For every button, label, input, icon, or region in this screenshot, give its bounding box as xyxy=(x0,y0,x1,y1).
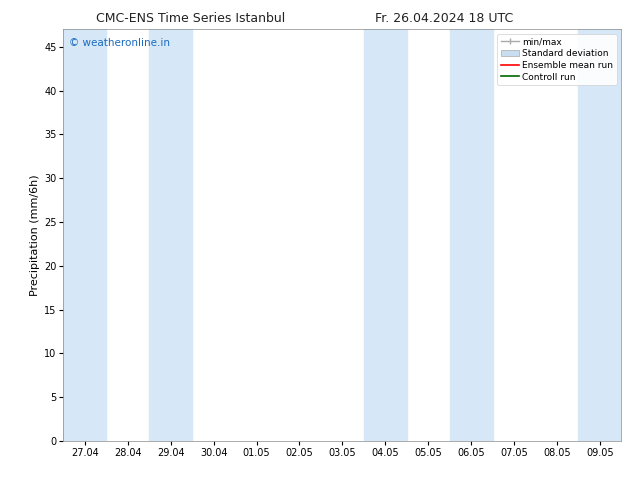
Bar xyxy=(450,29,493,441)
Legend: min/max, Standard deviation, Ensemble mean run, Controll run: min/max, Standard deviation, Ensemble me… xyxy=(497,34,617,85)
Bar xyxy=(149,29,192,441)
Bar xyxy=(364,29,407,441)
Bar xyxy=(63,29,107,441)
Text: © weatheronline.in: © weatheronline.in xyxy=(69,38,170,48)
Bar xyxy=(578,29,621,441)
Text: CMC-ENS Time Series Istanbul: CMC-ENS Time Series Istanbul xyxy=(96,12,285,25)
Text: Fr. 26.04.2024 18 UTC: Fr. 26.04.2024 18 UTC xyxy=(375,12,513,25)
Y-axis label: Precipitation (mm/6h): Precipitation (mm/6h) xyxy=(30,174,40,296)
